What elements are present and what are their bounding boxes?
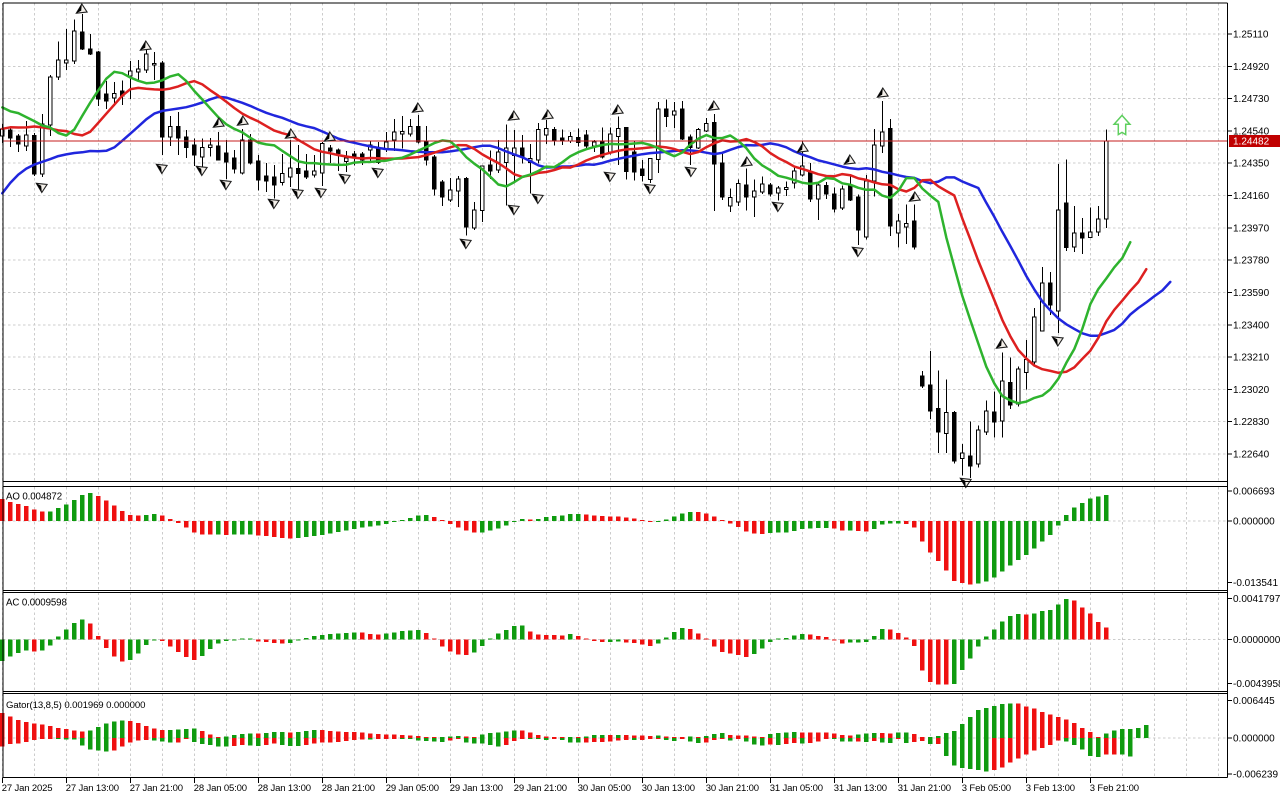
svg-text:Gator(13,8,5) 0.001969 0.00000: Gator(13,8,5) 0.001969 0.000000	[6, 700, 145, 711]
svg-text:1.25110: 1.25110	[1233, 30, 1269, 41]
svg-text:29 Jan 21:00: 29 Jan 21:00	[514, 783, 567, 794]
svg-text:1.24350: 1.24350	[1233, 159, 1270, 170]
svg-text:1.23400: 1.23400	[1233, 320, 1270, 331]
svg-text:AO 0.004872: AO 0.004872	[6, 492, 62, 503]
svg-text:29 Jan 05:00: 29 Jan 05:00	[386, 783, 439, 794]
svg-text:27 Jan 2025: 27 Jan 2025	[2, 783, 53, 794]
svg-text:31 Jan 13:00: 31 Jan 13:00	[834, 783, 887, 794]
svg-text:0.000000: 0.000000	[1233, 517, 1275, 528]
svg-text:3 Feb 21:00: 3 Feb 21:00	[1090, 783, 1139, 794]
svg-text:0.000000: 0.000000	[1233, 734, 1275, 745]
svg-text:1.24540: 1.24540	[1233, 126, 1270, 137]
svg-text:1.23590: 1.23590	[1233, 288, 1270, 299]
svg-text:31 Jan 05:00: 31 Jan 05:00	[770, 783, 823, 794]
svg-text:0.006445: 0.006445	[1233, 696, 1275, 707]
svg-text:29 Jan 13:00: 29 Jan 13:00	[450, 783, 503, 794]
svg-text:30 Jan 13:00: 30 Jan 13:00	[642, 783, 695, 794]
svg-text:-0.0043958: -0.0043958	[1233, 679, 1280, 690]
svg-text:1.24920: 1.24920	[1233, 62, 1270, 73]
svg-text:30 Jan 05:00: 30 Jan 05:00	[578, 783, 631, 794]
svg-text:28 Jan 13:00: 28 Jan 13:00	[258, 783, 311, 794]
svg-text:1.24160: 1.24160	[1233, 191, 1270, 202]
svg-text:3 Feb 13:00: 3 Feb 13:00	[1026, 783, 1075, 794]
svg-text:1.24730: 1.24730	[1233, 94, 1270, 105]
svg-text:1.23780: 1.23780	[1233, 256, 1270, 267]
svg-text:-0.006239: -0.006239	[1233, 770, 1278, 781]
svg-text:AC 0.0009598: AC 0.0009598	[6, 598, 67, 609]
svg-text:0.0041797: 0.0041797	[1233, 594, 1280, 605]
svg-text:27 Jan 21:00: 27 Jan 21:00	[130, 783, 183, 794]
svg-text:-0.013541: -0.013541	[1233, 578, 1278, 589]
svg-text:3 Feb 05:00: 3 Feb 05:00	[962, 783, 1011, 794]
svg-text:1.22640: 1.22640	[1233, 450, 1270, 461]
svg-text:1.23970: 1.23970	[1233, 223, 1270, 234]
svg-text:30 Jan 21:00: 30 Jan 21:00	[706, 783, 759, 794]
svg-text:0.0000000: 0.0000000	[1233, 635, 1280, 646]
svg-text:1.24482: 1.24482	[1233, 137, 1270, 148]
svg-text:1.23210: 1.23210	[1233, 353, 1270, 364]
svg-text:1.23020: 1.23020	[1233, 385, 1270, 396]
svg-text:31 Jan 21:00: 31 Jan 21:00	[898, 783, 951, 794]
svg-text:28 Jan 05:00: 28 Jan 05:00	[194, 783, 247, 794]
svg-text:0.006693: 0.006693	[1233, 487, 1275, 498]
svg-text:28 Jan 21:00: 28 Jan 21:00	[322, 783, 375, 794]
svg-text:27 Jan 13:00: 27 Jan 13:00	[66, 783, 119, 794]
svg-text:1.22830: 1.22830	[1233, 417, 1270, 428]
